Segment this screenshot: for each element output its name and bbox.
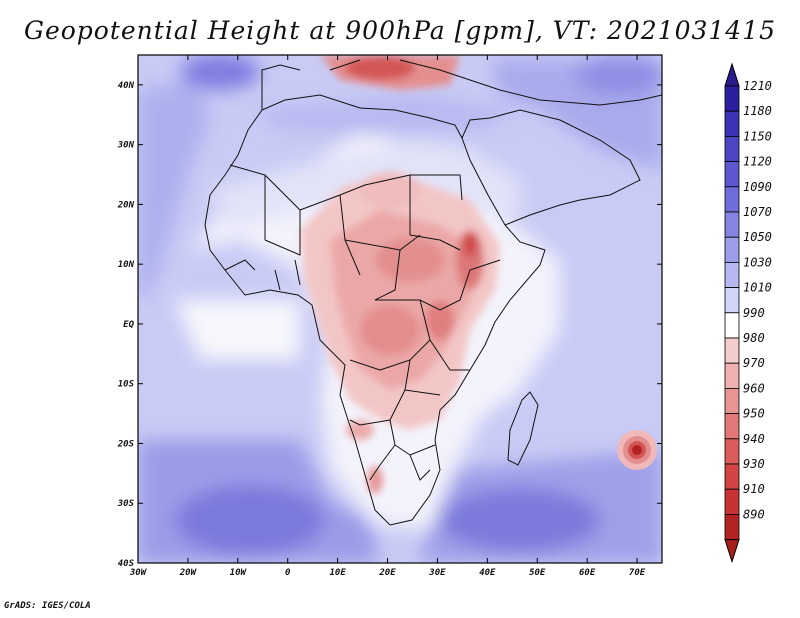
- colorbar-swatch: [724, 438, 740, 465]
- colorbar-swatch: [724, 261, 740, 288]
- map-title: Geopotential Height at 900hPa [gpm], VT:…: [23, 16, 777, 45]
- colorbar-swatch: [724, 312, 740, 339]
- colorbar-swatch: [724, 413, 740, 440]
- colorbar-label: 970: [743, 356, 765, 370]
- colorbar-label: 1010: [743, 281, 772, 295]
- colorbar-swatch: [724, 236, 740, 263]
- colorbar-swatch: [724, 85, 740, 112]
- colorbar-label: 980: [743, 331, 765, 345]
- lat-tick-label: 10S: [118, 380, 135, 390]
- lon-tick-label: 70E: [629, 568, 646, 578]
- colorbar-top-arrow: [724, 62, 740, 87]
- colorbar-swatch: [724, 337, 740, 364]
- colorbar-label: 1050: [743, 230, 772, 244]
- lon-tick-label: 40E: [479, 568, 496, 578]
- colorbar-label: 1070: [743, 205, 772, 219]
- lat-tick-label: 10N: [118, 260, 135, 270]
- colorbar-label: 910: [743, 482, 765, 496]
- lon-tick-label: 10W: [230, 568, 248, 578]
- colorbar-label: 1210: [743, 79, 772, 93]
- lon-tick-label: 20W: [179, 568, 198, 578]
- lat-tick-label: 40N: [118, 81, 135, 91]
- lon-tick-label: 50E: [529, 568, 546, 578]
- colorbar-label: 940: [743, 432, 765, 446]
- colorbar-label: 1120: [743, 155, 772, 169]
- colorbar-swatch: [724, 488, 740, 515]
- longitude-axis: 30W 20W 10W 0 10E 20E 30E 40E 50E 60E 70E: [129, 55, 646, 578]
- colorbar-label: 950: [743, 407, 765, 421]
- grads-credit: GrADS: IGES/COLA: [4, 601, 91, 611]
- coastlines: [204, 59, 662, 526]
- colorbar-swatch: [724, 514, 740, 541]
- lon-tick-label: 30E: [428, 568, 446, 578]
- height-field: [138, 55, 662, 563]
- colorbar-swatch: [724, 110, 740, 137]
- colorbar-label: 930: [743, 457, 765, 471]
- map-frame: [137, 54, 663, 564]
- lat-tick-label: 40S: [118, 559, 135, 569]
- lon-tick-label: 20E: [378, 568, 396, 578]
- colorbar-label: 1180: [743, 104, 772, 118]
- colorbar-swatch: [724, 387, 740, 414]
- lat-tick-label: 30S: [117, 499, 135, 509]
- colorbar-swatch: [724, 186, 740, 213]
- colorbar-swatch: [724, 211, 740, 238]
- colorbar-bottom-arrow: [724, 539, 740, 564]
- colorbar: 1210 1180 1150 1120 1090 1070 1050 1030 1010 990 9…: [724, 62, 772, 564]
- colorbar-label: 890: [743, 507, 765, 521]
- lat-tick-label: 20N: [117, 200, 135, 210]
- colorbar-label: 1030: [743, 255, 772, 269]
- colorbar-swatch: [724, 135, 740, 162]
- colorbar-swatch: [724, 362, 740, 389]
- lat-tick-label: EQ: [123, 320, 134, 330]
- colorbar-swatch: [724, 463, 740, 490]
- colorbar-label: 960: [743, 381, 765, 395]
- colorbar-label: 1090: [743, 180, 772, 194]
- lat-tick-label: 30N: [117, 141, 135, 151]
- lon-tick-label: 30W: [129, 568, 148, 578]
- colorbar-label: 990: [743, 306, 765, 320]
- colorbar-label: 1150: [743, 129, 772, 143]
- lon-tick-label: 0: [285, 568, 291, 578]
- lon-tick-label: 10E: [329, 568, 346, 578]
- colorbar-swatch: [724, 287, 740, 314]
- lon-tick-label: 60E: [579, 568, 596, 578]
- latitude-axis: 40N 30N 20N 10N EQ 10S 20S 30S 40S: [117, 81, 662, 569]
- lat-tick-label: 20S: [117, 439, 135, 449]
- colorbar-swatch: [724, 161, 740, 188]
